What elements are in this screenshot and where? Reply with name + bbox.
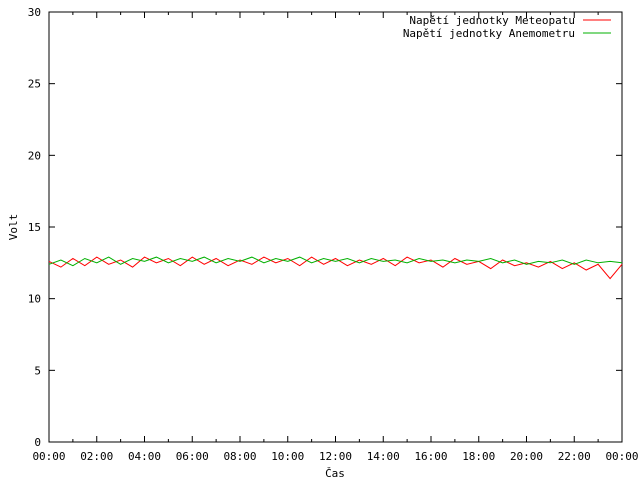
y-tick-label: 5 [34, 364, 41, 377]
x-tick-label: 16:00 [414, 450, 447, 463]
x-tick-label: 00:00 [605, 450, 638, 463]
y-axis-label: Volt [7, 214, 20, 241]
y-tick-label: 25 [28, 78, 41, 91]
x-tick-label: 12:00 [319, 450, 352, 463]
x-tick-label: 10:00 [271, 450, 304, 463]
x-tick-label: 06:00 [176, 450, 209, 463]
series-line-0 [48, 256, 623, 280]
legend-label-meteopat: Napětí jednotky Meteopatu [409, 14, 575, 27]
y-tick-label: 30 [28, 6, 41, 19]
x-tick-label: 02:00 [80, 450, 113, 463]
x-axis: 00:00 02:00 04:00 06:00 08:00 10:00 12:00 14:00… [32, 12, 639, 463]
x-tick-label: 20:00 [510, 450, 543, 463]
legend: Napětí jednotky Meteopatu Napětí jednotk… [403, 14, 611, 40]
x-tick-label: 18:00 [462, 450, 495, 463]
x-tick-label: 04:00 [128, 450, 161, 463]
legend-label-anemometr: Napětí jednotky Anemometru [403, 27, 575, 40]
y-axis: 0 5 10 15 20 25 30 [28, 6, 622, 449]
x-axis-label: Čas [325, 467, 345, 480]
y-tick-label: 20 [28, 149, 41, 162]
series-line-1 [48, 256, 623, 267]
x-tick-label: 08:00 [223, 450, 256, 463]
x-tick-label: 00:00 [32, 450, 65, 463]
series-lines [48, 256, 623, 280]
plot-frame [48, 11, 623, 443]
x-tick-label: 22:00 [558, 450, 591, 463]
x-tick-label: 14:00 [367, 450, 400, 463]
y-tick-label: 15 [28, 221, 41, 234]
y-tick-label: 10 [28, 293, 41, 306]
y-tick-label: 0 [34, 436, 41, 449]
